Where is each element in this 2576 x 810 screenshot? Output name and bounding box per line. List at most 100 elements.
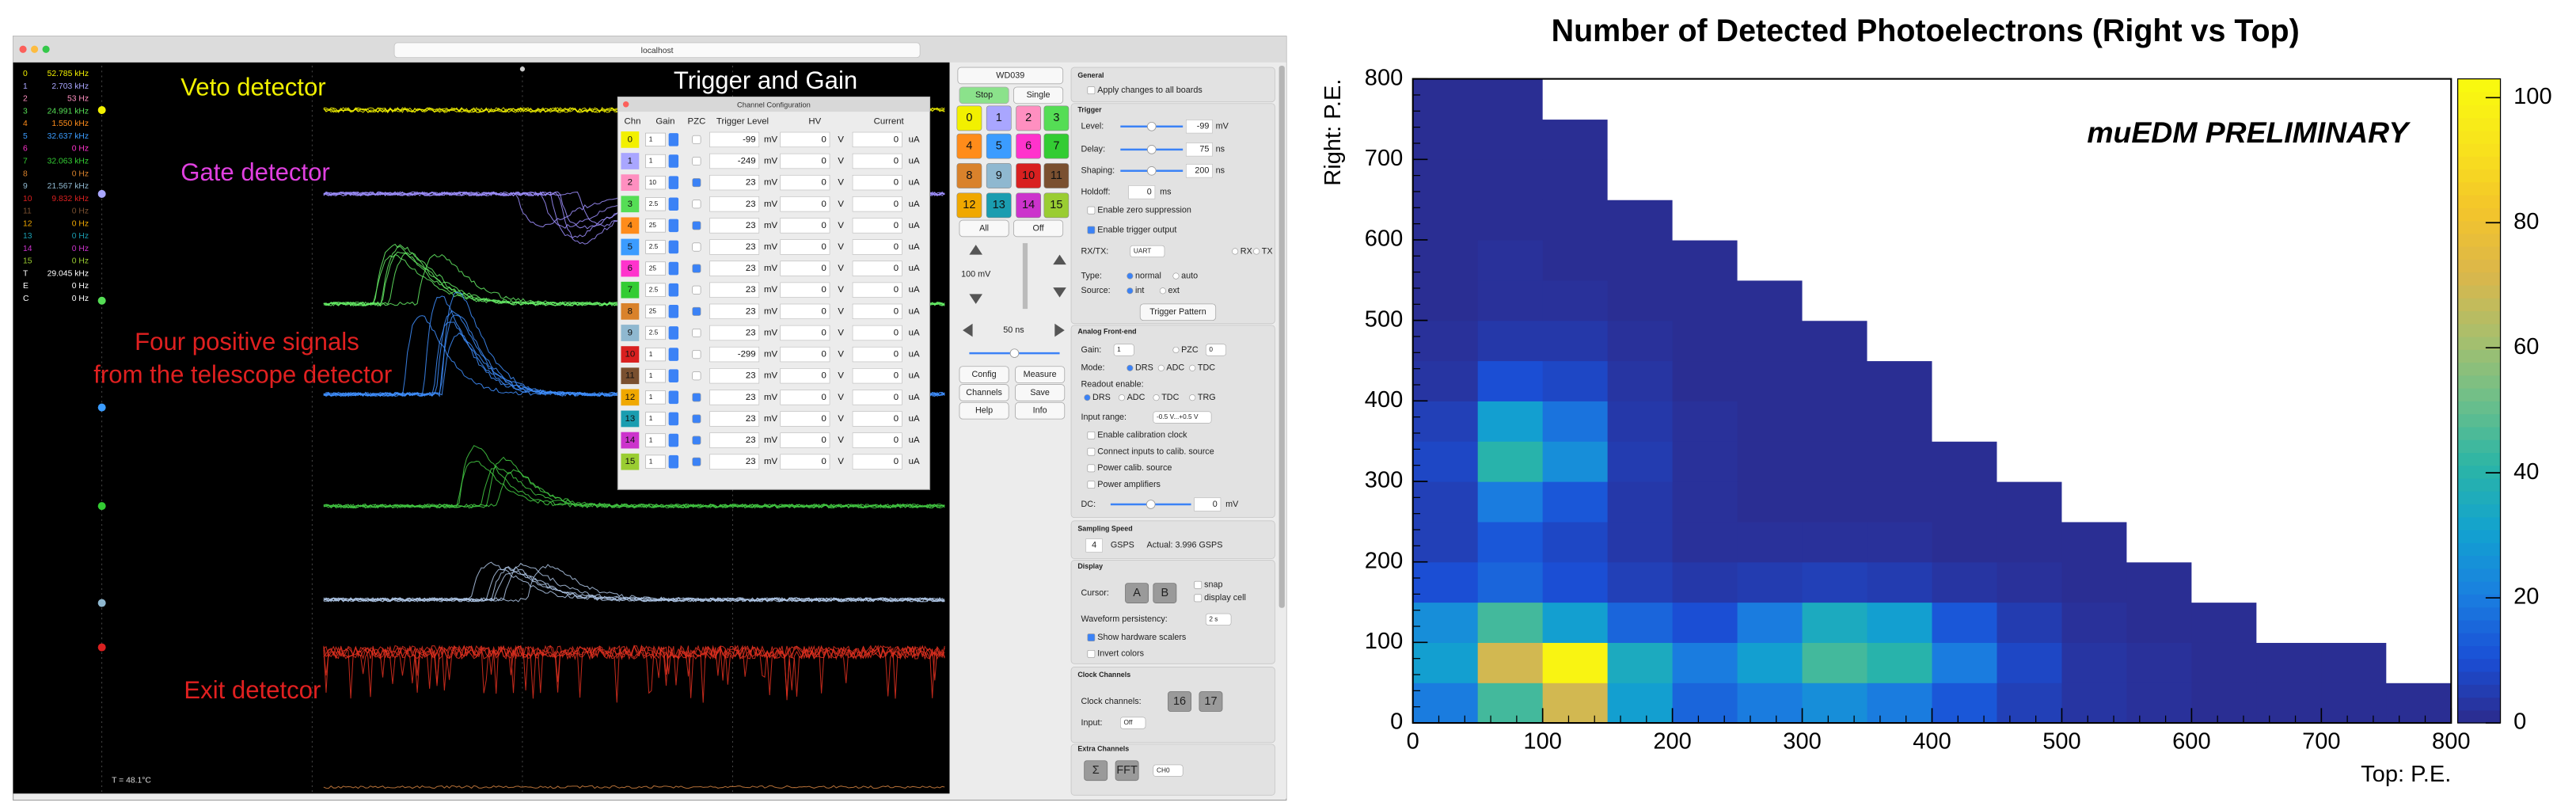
radio[interactable] (1084, 394, 1091, 401)
arrow-button[interactable] (1053, 254, 1066, 265)
channel-button[interactable] (1043, 192, 1070, 219)
gain-arrow[interactable] (668, 240, 679, 254)
button[interactable] (1015, 366, 1066, 383)
level-input[interactable] (709, 454, 760, 470)
arrow-button[interactable] (1054, 323, 1065, 337)
pzc-checkbox[interactable] (692, 371, 701, 381)
button[interactable] (1139, 303, 1217, 321)
pzc-checkbox[interactable] (692, 264, 701, 273)
current-input[interactable] (852, 346, 902, 363)
hv-input[interactable] (780, 239, 830, 255)
gain-select[interactable] (645, 325, 666, 340)
gain-arrow[interactable] (668, 348, 679, 361)
scrollbar[interactable] (1279, 66, 1285, 608)
button[interactable] (1013, 219, 1064, 238)
arrow-button[interactable] (969, 294, 983, 304)
hv-input[interactable] (780, 153, 830, 169)
gain-select[interactable] (645, 433, 666, 447)
current-input[interactable] (852, 303, 902, 319)
hv-input[interactable] (780, 411, 830, 427)
level-input[interactable] (709, 432, 760, 448)
button[interactable] (1084, 760, 1108, 781)
gain-select[interactable] (645, 197, 666, 211)
radio[interactable] (1157, 364, 1165, 371)
input[interactable] (1186, 120, 1213, 134)
radio[interactable] (1189, 394, 1196, 401)
gain-arrow[interactable] (668, 133, 679, 146)
channel-button[interactable] (1016, 192, 1041, 219)
checkbox[interactable] (1087, 447, 1096, 456)
gain-arrow[interactable] (668, 454, 679, 469)
current-input[interactable] (852, 174, 902, 191)
current-input[interactable] (852, 454, 902, 470)
select[interactable] (1153, 764, 1184, 777)
current-input[interactable] (852, 239, 902, 255)
button[interactable] (959, 384, 1009, 401)
gain-select[interactable] (645, 454, 666, 469)
level-input[interactable] (709, 153, 760, 169)
gain-select[interactable] (645, 154, 666, 169)
hv-input[interactable] (780, 454, 830, 470)
vertical-slider[interactable] (1022, 243, 1028, 310)
checkbox[interactable] (1087, 432, 1096, 439)
pzc-checkbox[interactable] (692, 457, 701, 466)
level-input[interactable] (709, 282, 760, 298)
channel-button[interactable] (1043, 133, 1070, 159)
gain-arrow[interactable] (668, 433, 679, 447)
hv-input[interactable] (780, 303, 830, 319)
button[interactable] (959, 401, 1009, 420)
button[interactable] (957, 67, 1064, 85)
radio[interactable] (1172, 346, 1180, 354)
radio[interactable] (1172, 272, 1180, 280)
button[interactable] (1013, 86, 1064, 105)
channel-button[interactable] (956, 163, 982, 188)
hv-input[interactable] (780, 325, 830, 341)
pzc-checkbox[interactable] (692, 221, 701, 230)
input[interactable] (1085, 538, 1103, 553)
radio[interactable] (1127, 364, 1134, 371)
pzc-checkbox[interactable] (692, 157, 701, 165)
channel-button[interactable] (1016, 163, 1041, 188)
slider-knob[interactable] (1146, 500, 1156, 509)
input[interactable] (1194, 497, 1222, 511)
gain-arrow[interactable] (668, 326, 679, 340)
button[interactable] (1125, 583, 1149, 603)
radio[interactable] (1118, 394, 1126, 401)
hv-input[interactable] (780, 346, 830, 363)
button[interactable] (1015, 401, 1066, 420)
select[interactable] (1120, 717, 1146, 729)
current-input[interactable] (852, 282, 902, 298)
pzc-checkbox[interactable] (692, 435, 701, 445)
current-input[interactable] (852, 390, 902, 405)
arrow-button[interactable] (963, 323, 973, 337)
slider-knob[interactable] (1146, 165, 1157, 176)
slider-knob[interactable] (1009, 348, 1020, 358)
radio[interactable] (1127, 272, 1134, 280)
select[interactable] (1113, 344, 1134, 356)
gain-arrow[interactable] (668, 219, 679, 233)
gain-select[interactable] (645, 390, 666, 405)
pzc-checkbox[interactable] (692, 393, 701, 402)
hv-input[interactable] (780, 432, 830, 448)
checkbox[interactable] (1194, 580, 1203, 589)
current-input[interactable] (852, 153, 902, 169)
pzc-checkbox[interactable] (692, 178, 701, 188)
level-input[interactable] (709, 390, 760, 405)
channel-button[interactable] (1043, 105, 1070, 131)
gain-arrow[interactable] (668, 390, 679, 405)
hv-input[interactable] (780, 260, 830, 276)
checkbox[interactable] (1087, 633, 1096, 641)
channel-button[interactable] (986, 105, 1012, 131)
gain-arrow[interactable] (668, 197, 679, 211)
select[interactable] (1205, 344, 1226, 356)
slider-knob[interactable] (1146, 145, 1157, 154)
level-input[interactable] (709, 174, 760, 191)
current-input[interactable] (852, 368, 902, 384)
checkbox[interactable] (1087, 649, 1096, 658)
current-input[interactable] (852, 131, 902, 148)
gain-arrow[interactable] (668, 305, 679, 318)
checkbox[interactable] (1087, 86, 1096, 95)
gain-select[interactable] (645, 240, 666, 254)
input[interactable] (1128, 185, 1156, 200)
channel-button[interactable] (956, 133, 982, 159)
